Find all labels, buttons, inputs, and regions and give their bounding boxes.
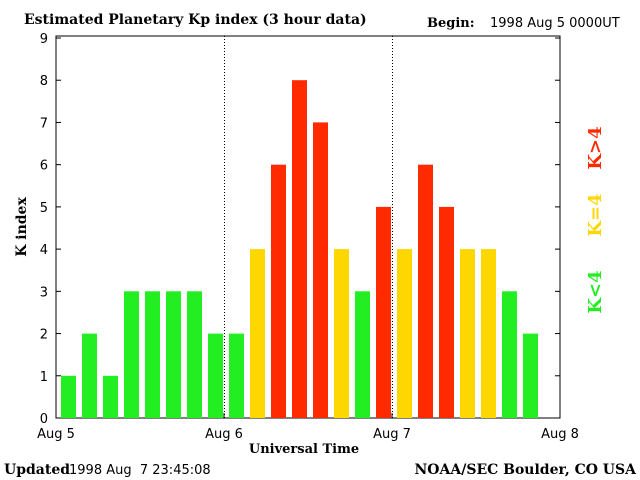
kp-bar-16 — [376, 206, 391, 418]
kp-bar-19 — [439, 206, 454, 418]
begin-value: 1998 Aug 5 0000UT — [490, 16, 620, 31]
kp-bar-2 — [82, 333, 97, 418]
kp-bar-21 — [481, 249, 496, 418]
y-tick-label: 9 — [40, 32, 48, 47]
updated-label: Updated — [4, 462, 70, 478]
kp-bar-20 — [460, 249, 475, 418]
y-tick-label: 0 — [40, 412, 48, 427]
kp-bar-12 — [292, 80, 307, 418]
x-tick-label: Aug 5 — [37, 427, 75, 442]
x-tick-label: Aug 8 — [541, 427, 579, 442]
kp-bar-22 — [502, 291, 517, 418]
y-tick-label: 2 — [40, 328, 48, 343]
y-axis-ticks: 0 1 2 3 4 5 6 7 8 9 — [40, 32, 560, 427]
plot-frame — [55, 35, 561, 419]
kp-bar-6 — [166, 291, 181, 418]
bar-series — [61, 80, 538, 419]
source-credit: NOAA/SEC Boulder, CO USA — [415, 462, 638, 478]
kp-bar-23 — [523, 333, 538, 418]
updated-timestamp: 1998 Aug 7 23:45:08 — [69, 463, 211, 478]
kp-bar-10 — [250, 249, 265, 418]
kp-bar-8 — [208, 333, 223, 418]
legend-item-3: K>4 — [585, 126, 606, 169]
kp-bar-4 — [124, 291, 139, 418]
y-tick-label: 5 — [40, 201, 48, 216]
chart-title: Estimated Planetary Kp index (3 hour dat… — [24, 12, 367, 28]
kp-bar-15 — [355, 291, 370, 418]
y-axis-label: K index — [14, 197, 30, 257]
y-tick-label: 4 — [40, 243, 48, 258]
kp-bar-18 — [418, 164, 433, 418]
kp-bar-9 — [229, 333, 244, 418]
y-tick-label: 8 — [40, 74, 48, 89]
kp-bar-3 — [103, 375, 118, 418]
kp-bar-17 — [397, 249, 412, 418]
x-tick-label: Aug 7 — [373, 427, 411, 442]
y-tick-label: 1 — [40, 370, 48, 385]
begin-label: Begin: — [427, 16, 475, 31]
kp-bar-7 — [187, 291, 202, 418]
y-tick-label: 7 — [40, 116, 48, 131]
y-tick-label: 6 — [40, 159, 48, 174]
x-axis-ticks: Aug 5 Aug 6 Aug 7 Aug 8 — [37, 413, 579, 442]
kp-bar-1 — [61, 375, 76, 418]
x-axis-label: Universal Time — [249, 442, 359, 457]
x-tick-label: Aug 6 — [205, 427, 243, 442]
legend-item-1: K<4 — [585, 270, 606, 313]
kp-bar-13 — [313, 122, 328, 419]
kp-bar-11 — [271, 164, 286, 418]
y-tick-label: 3 — [40, 285, 48, 300]
legend: K<4 K=4 K>4 — [585, 126, 606, 313]
kp-bar-5 — [145, 291, 160, 418]
legend-item-2: K=4 — [585, 193, 606, 236]
kp-bar-14 — [334, 249, 349, 418]
